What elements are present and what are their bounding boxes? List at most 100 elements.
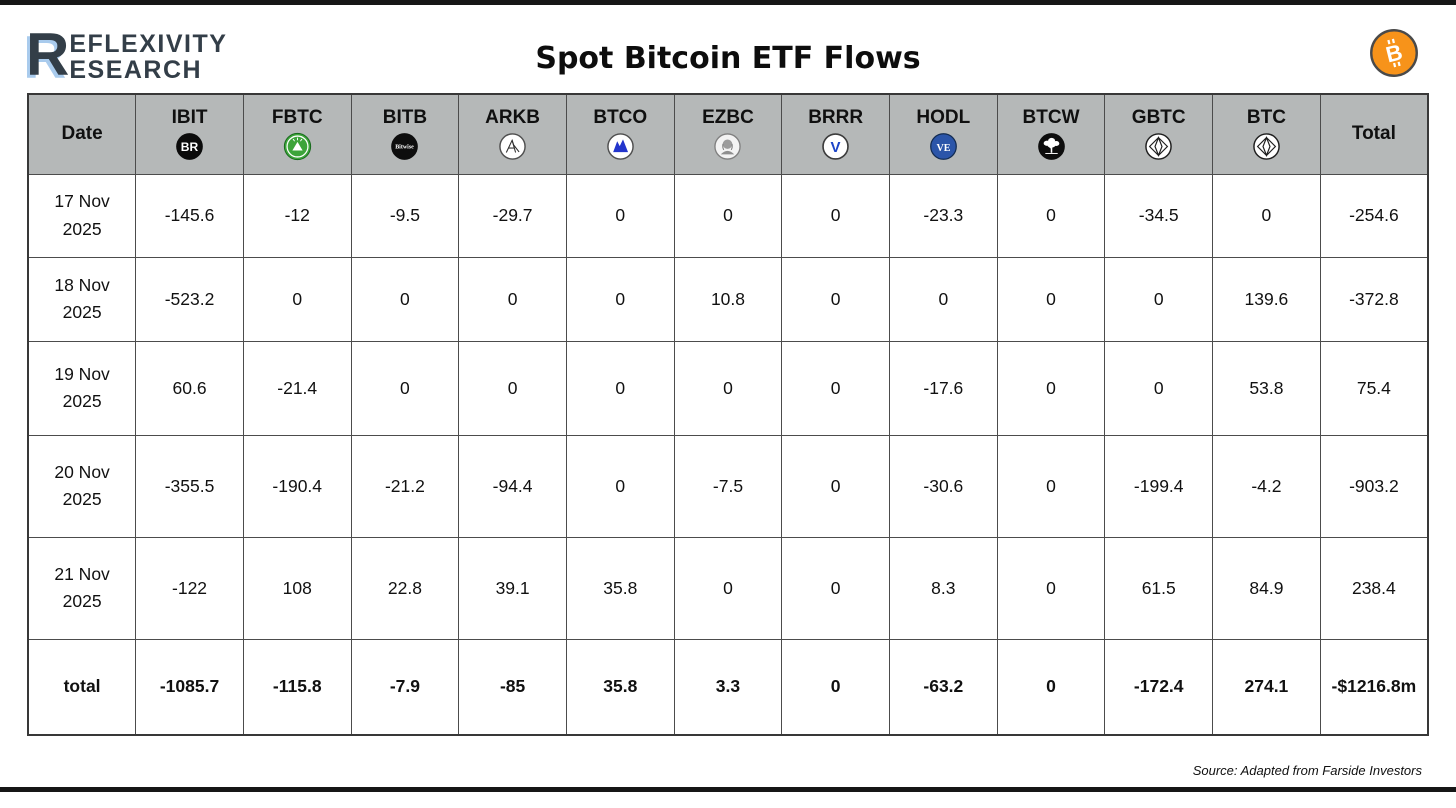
source-note: Source: Adapted from Farside Investors xyxy=(1192,763,1422,778)
column-label: BRRR xyxy=(808,106,864,128)
value-cell: -1085.7 xyxy=(135,638,244,736)
fbtc-fidelity-icon xyxy=(283,132,312,161)
flows-table: Date IBIT BR FBTC BITB Bitwise ARKB BTCO EZBC BRR… xyxy=(27,93,1429,736)
bitb-bitwise-icon: Bitwise xyxy=(390,132,419,161)
date-cell: 19 Nov 2025 xyxy=(27,340,137,436)
value-cell: -4.2 xyxy=(1212,434,1321,538)
value-cell: 0 xyxy=(996,434,1106,538)
value-cell: 35.8 xyxy=(565,536,675,640)
column-label: HODL xyxy=(916,106,971,128)
value-cell: 8.3 xyxy=(889,536,998,640)
value-cell: -7.5 xyxy=(673,434,783,538)
table-row: 18 Nov 2025 -523.2 0 0 0 0 10.8 0 0 0 0 139.6 -372.8 xyxy=(27,256,1429,342)
value-cell: -29.7 xyxy=(458,173,567,258)
value-cell: -7.9 xyxy=(350,638,460,736)
date-cell: 21 Nov 2025 xyxy=(27,536,137,640)
svg-text:VE: VE xyxy=(936,142,950,153)
value-cell: 274.1 xyxy=(1212,638,1321,736)
value-cell: 0 xyxy=(458,256,567,342)
svg-text:B: B xyxy=(1383,39,1405,67)
column-header-brrr: BRRR V xyxy=(781,93,890,175)
column-header-btcw: BTCW xyxy=(996,93,1106,175)
column-header-total: Total xyxy=(1319,93,1429,175)
value-cell: -903.2 xyxy=(1319,434,1429,538)
value-cell: 0 xyxy=(781,638,890,736)
column-header-ezbc: EZBC xyxy=(673,93,783,175)
column-label: GBTC xyxy=(1131,106,1186,128)
value-cell: -94.4 xyxy=(458,434,567,538)
gbtc-grayscale-icon xyxy=(1144,132,1173,161)
header-row: Date IBIT BR FBTC BITB Bitwise ARKB BTCO EZBC BRR… xyxy=(27,93,1429,175)
value-cell: 60.6 xyxy=(135,340,244,436)
value-cell: -30.6 xyxy=(889,434,998,538)
value-cell: -199.4 xyxy=(1104,434,1214,538)
logo-letter-r: R xyxy=(26,21,69,88)
column-header-gbtc: GBTC xyxy=(1104,93,1214,175)
value-cell: -23.3 xyxy=(889,173,998,258)
bottom-border-bar xyxy=(0,787,1456,792)
value-cell: 53.8 xyxy=(1212,340,1321,436)
column-header-ibit: IBIT BR xyxy=(135,93,244,175)
reflexivity-research-logo: R EFLEXIVITY ESEARCH xyxy=(26,21,227,88)
value-cell: 35.8 xyxy=(565,638,675,736)
column-label: Date xyxy=(61,122,103,144)
value-cell: 0 xyxy=(565,340,675,436)
column-header-btc: BTC xyxy=(1212,93,1321,175)
value-cell: -190.4 xyxy=(242,434,352,538)
date-cell: 20 Nov 2025 xyxy=(27,434,137,538)
value-cell: 0 xyxy=(673,173,783,258)
column-label: FBTC xyxy=(271,106,323,128)
value-cell: -254.6 xyxy=(1319,173,1429,258)
column-header-arkb: ARKB xyxy=(458,93,567,175)
value-cell: 0 xyxy=(350,256,460,342)
value-cell: -17.6 xyxy=(889,340,998,436)
column-label: ARKB xyxy=(485,106,541,128)
value-cell: 0 xyxy=(781,173,890,258)
value-cell: -122 xyxy=(135,536,244,640)
value-cell: 0 xyxy=(889,256,998,342)
column-header-fbtc: FBTC xyxy=(242,93,352,175)
value-cell: 22.8 xyxy=(350,536,460,640)
bitcoin-icon: B xyxy=(1368,27,1420,79)
value-cell: -172.4 xyxy=(1104,638,1214,736)
column-header-bitb: BITB Bitwise xyxy=(350,93,460,175)
svg-text:V: V xyxy=(831,139,841,156)
value-cell: 39.1 xyxy=(458,536,567,640)
value-cell: 0 xyxy=(350,340,460,436)
svg-text:BR: BR xyxy=(181,140,199,154)
value-cell: 0 xyxy=(458,340,567,436)
value-cell: -21.2 xyxy=(350,434,460,538)
hodl-vaneck-icon: VE xyxy=(929,132,958,161)
column-header-hodl: HODL VE xyxy=(889,93,998,175)
value-cell: 0 xyxy=(781,340,890,436)
column-label: BTCO xyxy=(593,106,648,128)
value-cell: -523.2 xyxy=(135,256,244,342)
value-cell: 0 xyxy=(673,340,783,436)
ezbc-franklin-icon xyxy=(713,132,742,161)
value-cell: 238.4 xyxy=(1319,536,1429,640)
value-cell: 108 xyxy=(242,536,352,640)
value-cell: -9.5 xyxy=(350,173,460,258)
value-cell: 84.9 xyxy=(1212,536,1321,640)
value-cell: 10.8 xyxy=(673,256,783,342)
column-label: BITB xyxy=(382,106,428,128)
column-label: IBIT xyxy=(171,106,208,128)
value-cell: 0 xyxy=(781,434,890,538)
logo-wordmark: EFLEXIVITY ESEARCH xyxy=(69,27,227,83)
table-row: 17 Nov 2025 -145.6 -12 -9.5 -29.7 0 0 0 -23.3 0 -3… xyxy=(27,173,1429,258)
value-cell: -372.8 xyxy=(1319,256,1429,342)
svg-text:Bitwise: Bitwise xyxy=(396,144,415,150)
value-cell: 0 xyxy=(996,340,1106,436)
value-cell: 139.6 xyxy=(1212,256,1321,342)
date-cell: 17 Nov 2025 xyxy=(27,173,137,258)
btc-grayscale-icon xyxy=(1252,132,1281,161)
brrr-valkyrie-icon: V xyxy=(821,132,850,161)
value-cell: 0 xyxy=(242,256,352,342)
logo-line2: ESEARCH xyxy=(69,56,203,84)
value-cell: 0 xyxy=(996,256,1106,342)
value-cell: -355.5 xyxy=(135,434,244,538)
value-cell: 0 xyxy=(996,173,1106,258)
masthead: R EFLEXIVITY ESEARCH Spot Bitcoin ETF Fl… xyxy=(0,5,1456,93)
value-cell: 3.3 xyxy=(673,638,783,736)
value-cell: -12 xyxy=(242,173,352,258)
